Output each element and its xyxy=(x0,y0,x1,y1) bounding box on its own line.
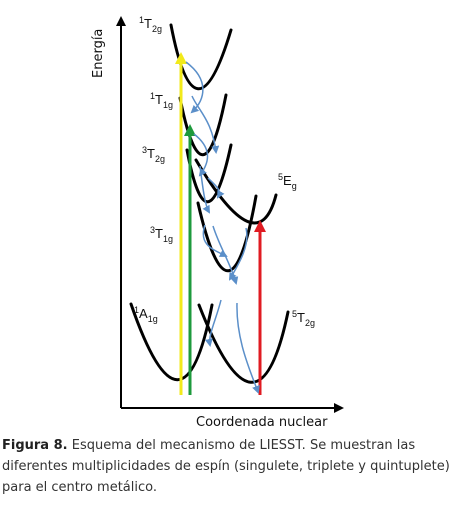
liesst-energy-diagram: Energía Coordenada nuclear 1T2g 1T1g 3T2… xyxy=(91,15,344,430)
curve-3T2g xyxy=(185,143,233,204)
label-1T2g: 1T2g xyxy=(139,15,162,34)
energy-axis-label: Energía xyxy=(91,29,106,78)
curve-1T1g xyxy=(178,93,228,157)
curve-5Eg xyxy=(194,158,278,225)
relaxation-arrow xyxy=(236,302,260,394)
figure-caption-text: Esquema del mecanismo de LIESST. Se mues… xyxy=(2,438,450,495)
relaxation-arrow xyxy=(202,224,228,257)
figure-label: Figura 8. xyxy=(2,438,68,453)
label-5T2g: 5T2g xyxy=(292,309,315,328)
label-1T1g: 1T1g xyxy=(150,91,173,110)
label-5Eg: 5Eg xyxy=(278,172,297,191)
label-3T2g: 3T2g xyxy=(142,145,165,164)
relaxation-arrow xyxy=(228,227,248,281)
figure-caption: Figura 8. Esquema del mecanismo de LIESS… xyxy=(2,435,452,498)
relaxation-arrow xyxy=(199,165,210,214)
label-1A1g: 1A1g xyxy=(134,305,158,324)
relaxation-arrow xyxy=(193,133,209,177)
relaxation-arrow xyxy=(207,177,225,199)
curve-1A1g xyxy=(129,302,214,382)
curve-1T2g xyxy=(169,23,233,91)
curve-5T2g xyxy=(197,303,290,384)
nuclear-coordinate-axis-label: Coordenada nuclear xyxy=(196,415,328,430)
curve-3T1g xyxy=(196,194,258,273)
label-3T1g: 3T1g xyxy=(150,225,173,244)
relaxation-arrow xyxy=(191,95,220,154)
relaxation-arrow xyxy=(185,61,204,114)
relaxation-arrow xyxy=(204,299,222,347)
